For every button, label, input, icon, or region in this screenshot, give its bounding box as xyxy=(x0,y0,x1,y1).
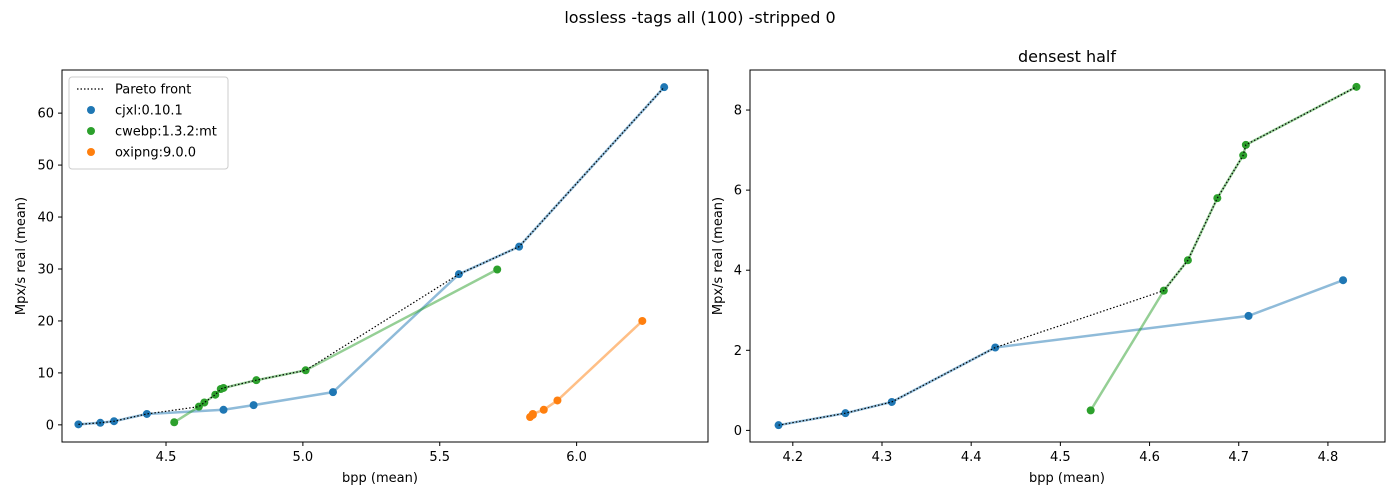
left-series-1-point xyxy=(170,418,179,427)
right-x-tick-label: 4.2 xyxy=(782,450,803,465)
left-x-tick-label: 5.5 xyxy=(429,450,450,465)
left-series-1-point xyxy=(211,390,220,399)
right-x-tick-label: 4.7 xyxy=(1228,450,1249,465)
left-chart-ylabel: Mpx/s real (mean) xyxy=(14,197,29,315)
right-x-tick-label: 4.6 xyxy=(1139,450,1160,465)
right-y-tick-label: 4 xyxy=(734,264,742,279)
right-series-line-0 xyxy=(778,279,1344,427)
left-legend-label: cwebp:1.3.2:mt xyxy=(115,125,217,140)
left-legend-swatch xyxy=(87,127,95,135)
left-legend-box xyxy=(68,76,229,170)
left-series-1-point xyxy=(493,265,502,274)
left-series-line-1 xyxy=(173,268,498,424)
left-x-tick-label: 4.5 xyxy=(156,450,177,465)
left-series-0-point xyxy=(219,405,228,414)
left-y-tick-label: 50 xyxy=(37,159,54,174)
left-y-tick-label: 30 xyxy=(37,262,54,277)
left-series-2-point xyxy=(638,316,647,325)
left-series-1-point xyxy=(194,402,203,411)
left-series-1-point xyxy=(219,383,228,392)
right-series-0-point xyxy=(1244,311,1253,320)
left-series-0-point xyxy=(249,401,258,410)
right-x-tick-label: 4.4 xyxy=(961,450,982,465)
left-y-tick-label: 0 xyxy=(46,418,54,433)
left-y-tick-label: 10 xyxy=(37,366,54,381)
right-x-tick-label: 4.3 xyxy=(872,450,893,465)
left-x-tick-label: 5.0 xyxy=(293,450,314,465)
right-y-tick-label: 0 xyxy=(734,424,742,439)
right-chart-xlabel: bpp (mean) xyxy=(1029,471,1105,486)
left-series-1-point xyxy=(301,366,310,375)
left-legend-swatch xyxy=(87,148,95,156)
right-x-tick-label: 4.8 xyxy=(1318,450,1339,465)
right-y-tick-label: 8 xyxy=(734,104,742,119)
left-legend-label: oxipng:9.0.0 xyxy=(115,146,196,161)
left-chart-panel: bpp (mean) Mpx/s real (mean) 4.5 5.0 5.5 6.… xyxy=(14,69,709,486)
right-x-tick-label: 4.5 xyxy=(1050,450,1071,465)
left-y-tick-label: 20 xyxy=(37,314,54,329)
left-series-line-2 xyxy=(529,320,644,419)
right-y-tick-label: 2 xyxy=(734,344,742,359)
right-series-1-point xyxy=(1086,406,1095,415)
right-chart-panel: densest half bpp (mean) Mpx/s real (mean… xyxy=(711,47,1386,486)
right-chart-title: densest half xyxy=(1018,47,1116,66)
right-axes-frame xyxy=(749,69,1386,443)
figure-suptitle: lossless -tags all (100) -stripped 0 xyxy=(564,8,835,27)
right-series-0-point xyxy=(1339,276,1348,285)
left-plot-area xyxy=(74,83,669,429)
left-series-2-point xyxy=(553,396,562,405)
left-series-1-point xyxy=(200,398,209,407)
right-chart-ylabel: Mpx/s real (mean) xyxy=(711,197,726,315)
left-legend: Pareto front cjxl:0.10.1 cwebp:1.3.2:mt oxi… xyxy=(68,76,229,170)
left-y-tick-label: 60 xyxy=(37,107,54,122)
left-axes-frame xyxy=(61,69,709,443)
right-series-1-point xyxy=(1213,194,1222,203)
left-series-0-point xyxy=(660,83,669,92)
right-series-line-1 xyxy=(1089,85,1358,412)
right-pareto-front-line xyxy=(778,86,1357,426)
left-chart-xlabel: bpp (mean) xyxy=(342,471,418,486)
left-x-tick-label: 6.0 xyxy=(566,450,587,465)
left-legend-label: cjxl:0.10.1 xyxy=(115,104,183,119)
left-series-2-point xyxy=(528,409,537,418)
left-legend-swatch xyxy=(87,106,95,114)
left-series-0-point xyxy=(328,388,337,397)
right-y-tick-label: 6 xyxy=(734,184,742,199)
left-series-0-point xyxy=(142,409,151,418)
right-plot-area xyxy=(774,82,1361,430)
right-series-0-point xyxy=(991,343,1000,352)
left-legend-label: Pareto front xyxy=(115,83,191,98)
left-series-2-point xyxy=(539,405,548,414)
left-y-tick-label: 40 xyxy=(37,211,54,226)
